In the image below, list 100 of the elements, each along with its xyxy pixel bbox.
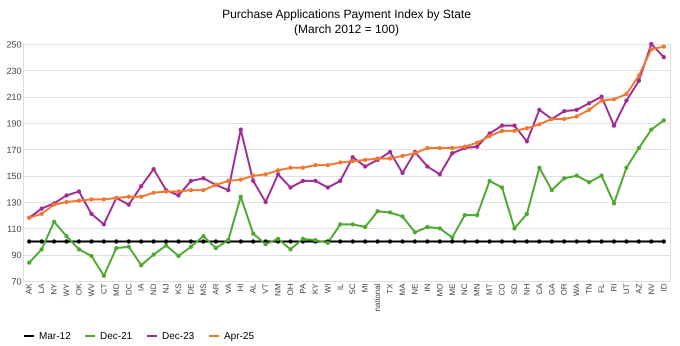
point (425, 224, 430, 230)
point (214, 239, 218, 244)
point (176, 189, 181, 194)
y-tick-label: 150 (6, 171, 22, 182)
point (550, 188, 554, 192)
point (139, 184, 144, 188)
point (587, 101, 592, 106)
point (176, 239, 181, 244)
x-tick-label: RI (610, 284, 619, 292)
point (649, 42, 654, 46)
point (400, 154, 405, 158)
point (462, 239, 467, 244)
point (574, 239, 579, 244)
point (288, 239, 293, 244)
x-tick-label: CT (99, 283, 108, 294)
point (363, 164, 368, 169)
point (537, 108, 542, 112)
point (326, 185, 330, 190)
point (512, 128, 517, 134)
point (649, 239, 654, 244)
x-tick-label: NY (50, 282, 59, 295)
point (500, 185, 504, 190)
x-tick-label: AR (211, 283, 220, 295)
point (102, 274, 106, 278)
point (288, 166, 293, 170)
x-tick-label: OH (286, 283, 296, 296)
point (89, 212, 94, 216)
legend-label: Mar-12 (39, 331, 72, 342)
x-tick-label: NH (522, 283, 532, 296)
point (662, 55, 666, 60)
point (251, 174, 256, 178)
x-tick-label: VT (261, 283, 270, 294)
point (114, 239, 118, 244)
y-tick-label: 230 (6, 66, 22, 76)
point (624, 166, 629, 170)
point (288, 247, 293, 252)
point (40, 212, 44, 216)
x-tick-label: ME (448, 284, 457, 296)
point (201, 239, 206, 244)
point (326, 163, 330, 168)
point (400, 239, 405, 244)
point (599, 94, 604, 99)
y-tick-label: 210 (6, 92, 22, 102)
point (313, 163, 318, 168)
x-tick-label: ID (659, 283, 668, 292)
point (64, 234, 69, 238)
point (475, 213, 480, 218)
x-tick-label: DE (186, 284, 196, 295)
point (89, 254, 94, 258)
point (537, 239, 542, 244)
point (500, 124, 504, 128)
x-tick-label: IA (136, 282, 146, 292)
point (264, 172, 268, 176)
x-tick-label: LA (37, 282, 46, 294)
point (201, 188, 206, 192)
x-tick-label: UT (622, 283, 631, 294)
point (599, 174, 604, 178)
point (300, 178, 306, 184)
x-tick-label: AZ (634, 283, 644, 294)
point (636, 73, 642, 78)
x-tick-label: MI (360, 284, 370, 292)
x-tick-label: NV (646, 282, 656, 295)
point (512, 124, 517, 128)
point (512, 226, 517, 230)
point (475, 239, 480, 244)
y-tick-label: 190 (6, 118, 22, 128)
point (313, 178, 318, 184)
point (438, 172, 442, 176)
point (624, 239, 629, 244)
point (500, 239, 504, 244)
point (450, 151, 454, 156)
point (114, 246, 118, 250)
point (52, 220, 56, 224)
point (450, 239, 454, 244)
point (300, 166, 306, 170)
point (40, 206, 44, 211)
point (238, 127, 243, 132)
point (475, 140, 480, 145)
point (636, 146, 642, 150)
point (388, 210, 392, 215)
x-tick-label: NC (460, 283, 470, 296)
point (226, 178, 230, 184)
x-tick-label: DC (124, 283, 134, 296)
point (288, 185, 293, 190)
x-tick-label: CO (498, 284, 507, 296)
x-tick-label: MS (198, 284, 208, 296)
point (450, 235, 454, 240)
x-tick-label: AK (24, 282, 34, 294)
point (375, 239, 380, 244)
point (89, 239, 94, 244)
point (176, 193, 181, 198)
point (89, 197, 94, 202)
point (462, 213, 467, 218)
point (363, 224, 368, 230)
point (599, 98, 604, 103)
x-tick-label: WI (323, 284, 332, 294)
legend-label: Dec-21 (100, 331, 133, 342)
point (300, 236, 306, 241)
point (624, 98, 629, 103)
point (338, 222, 342, 226)
